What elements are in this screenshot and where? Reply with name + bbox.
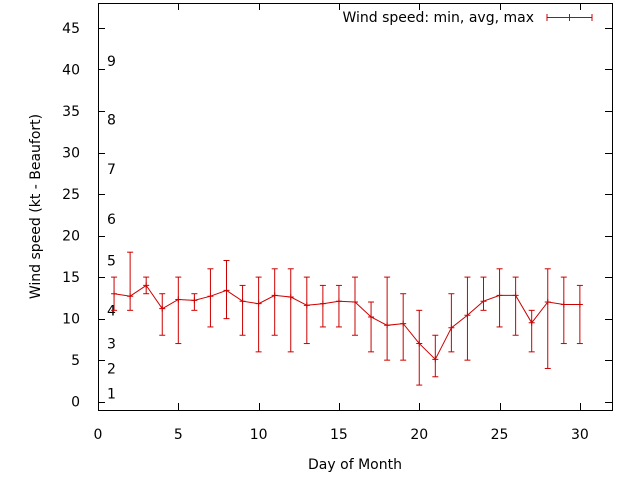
- axis-ticks: [98, 3, 612, 410]
- y-tick-label: 35: [62, 104, 80, 120]
- x-tick-label: 5: [174, 427, 183, 443]
- data-point: [576, 301, 583, 308]
- data-point: [319, 300, 326, 307]
- data-point: [384, 322, 391, 329]
- data-point: [544, 299, 551, 306]
- x-tick-label: 20: [410, 427, 428, 443]
- data-point: [143, 282, 150, 289]
- series-line: [114, 284, 580, 361]
- data-point: [239, 298, 246, 305]
- y-tick-label: 30: [62, 146, 80, 162]
- series-layer: [111, 251, 583, 386]
- data-point: [303, 302, 310, 309]
- data-point: [528, 319, 535, 326]
- data-point: [127, 293, 134, 300]
- data-point: [271, 292, 278, 299]
- data-point: [175, 296, 182, 303]
- y-tick-labels: 0 5 10 15 20 25 30 35 40 45: [62, 21, 80, 411]
- data-point: [352, 299, 358, 306]
- data-point: [191, 297, 198, 304]
- data-point: [335, 298, 342, 305]
- x-tick-label: 25: [491, 427, 509, 443]
- beaufort-label: 9: [107, 54, 116, 70]
- beaufort-label: 2: [107, 361, 116, 377]
- x-axis-label: Day of Month: [308, 457, 402, 473]
- x-tick-label: 30: [571, 427, 589, 443]
- data-point: [416, 340, 423, 347]
- beaufort-label: 8: [107, 112, 116, 128]
- data-point: [400, 320, 407, 327]
- plot-frame: [98, 3, 613, 411]
- x-tick-labels: 0 5 10 15 20 25 30: [94, 427, 589, 443]
- y-axis-label: Wind speed (kt - Beaufort): [28, 114, 44, 299]
- data-point: [255, 300, 262, 307]
- legend: Wind speed: min, avg, max: [342, 10, 593, 26]
- y-tick-label: 45: [62, 21, 80, 37]
- x-tick-label: 15: [330, 427, 348, 443]
- data-point: [560, 301, 567, 308]
- data-point: [464, 312, 471, 319]
- beaufort-label: 5: [107, 253, 116, 269]
- data-point: [207, 293, 214, 300]
- beaufort-label: 3: [107, 337, 116, 353]
- data-point: [287, 294, 294, 301]
- y-tick-label: 5: [71, 353, 80, 369]
- data-point: [480, 298, 487, 305]
- data-point: [111, 290, 118, 297]
- data-point: [448, 324, 455, 331]
- y-tick-label: 20: [62, 229, 80, 245]
- data-point: [368, 313, 375, 320]
- y-tick-label: 25: [62, 187, 80, 203]
- x-tick-label: 10: [250, 427, 268, 443]
- data-point: [512, 292, 519, 299]
- data-point: [496, 292, 503, 299]
- y-tick-label: 10: [62, 312, 80, 328]
- y-tick-label: 15: [62, 270, 80, 286]
- x-tick-label: 0: [94, 427, 103, 443]
- beaufort-label: 1: [107, 386, 116, 402]
- beaufort-labels: 1 2 3 4 5 6 7 8 9: [107, 54, 116, 402]
- data-point: [223, 287, 230, 294]
- data-point: [159, 305, 166, 312]
- beaufort-label: 6: [107, 212, 116, 228]
- beaufort-label: 7: [107, 162, 116, 178]
- beaufort-label: 4: [107, 303, 116, 319]
- legend-sample: [546, 14, 593, 21]
- y-tick-label: 40: [62, 62, 80, 78]
- y-tick-label: 0: [71, 395, 80, 411]
- data-point: [432, 356, 439, 363]
- legend-series-name: Wind speed: min, avg, max: [342, 10, 534, 26]
